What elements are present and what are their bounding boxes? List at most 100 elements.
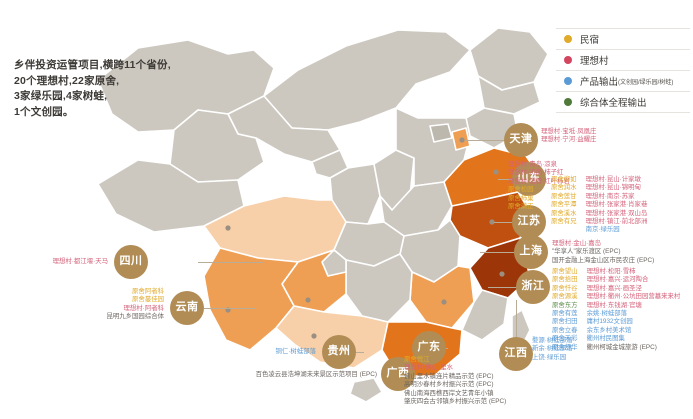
- legend-label: 产品输出: [580, 77, 619, 88]
- province-badge-jiangxi[interactable]: 江西: [499, 337, 533, 371]
- province-badge-shandong[interactable]: 山东: [512, 162, 546, 196]
- intro-line-1: 乡伴投资运管项目,横跨11个省份,: [14, 59, 171, 71]
- callout-yunnan: 原舍阿者科 原舍蔓佳园 理想村·阿者科 昆明九乡国园综合体: [40, 288, 164, 322]
- callout-entry: 余东乡村美术馆: [586, 326, 632, 334]
- callout-entry: 理想村·阿者科: [123, 304, 164, 312]
- callout-entry: 肇庆四会古邻镇乡村振兴示范 (EPC): [404, 398, 507, 406]
- callout-entry: 理想村·济南·柿子红: [508, 169, 564, 177]
- callout-entry: 佛山里水镇连片精品示范 (EPC): [404, 372, 494, 380]
- leader-line-yunnan: [204, 308, 256, 309]
- legend-label: 综合体全程输出: [580, 98, 647, 109]
- legend-dot-icon: [564, 35, 572, 43]
- legend-dot-icon: [564, 56, 572, 64]
- province-badge-guangxi[interactable]: 广西: [381, 357, 415, 391]
- legend-item-zongheti[interactable]: 综合体全程输出: [556, 92, 690, 113]
- callout-entry: 昆明九乡国园综合体: [106, 313, 164, 321]
- callout-entry: 理想村·张家港·肖家巷: [585, 201, 648, 209]
- leader-line-sichuan: [198, 262, 264, 263]
- callout-entry: 理想村·青岛·凉泉: [508, 161, 557, 168]
- province-badge-guizhou[interactable]: 贵州: [322, 335, 356, 369]
- callout-guangxi: 百色凌云县浩坤湖未来景区示范项目 (EPC): [55, 371, 377, 379]
- province-hunan: [345, 253, 413, 323]
- callout-jiangsu-minsu: 原舍柳如 原舍润水 原舍莲甘 原舍平潭 原舍溪水 原舍有兄: [551, 176, 577, 235]
- province-beijing: [429, 123, 453, 143]
- leader-line-zhejiang: [488, 287, 516, 288]
- callout-entry: 新余·树蛙部落: [532, 345, 573, 353]
- callout-tianjin: 理想村·宝坻·凤凰庄 理想村·宁河·益耀庄: [541, 128, 596, 145]
- legend-item-lixiangcun[interactable]: 理想村: [556, 50, 690, 71]
- province-inner-mongolia: [263, 29, 471, 131]
- marker-jiangsu: [489, 219, 495, 225]
- legend-item-minsu[interactable]: 民宿: [556, 28, 690, 50]
- callout-entry: 理想村·宁河·益耀庄: [541, 136, 597, 144]
- intro-line-2: 20个理想村,22家原舍,: [14, 74, 120, 87]
- callout-entry: 原舍悦江: [404, 356, 430, 363]
- callout-entry: 理想村·宝坻·凤凰庄: [541, 128, 597, 135]
- callout-entry: 理想村·松阳·雪柿: [586, 268, 636, 275]
- leader-line-jiangsu: [494, 222, 512, 223]
- callout-entry: 理想村·衢州·公坑田园营墓来来村: [586, 293, 681, 301]
- callout-entry: 原舍舒华: [552, 343, 578, 351]
- callout-entry: 衢州村民图集: [586, 335, 625, 343]
- marker-tianjin: [459, 137, 465, 143]
- legend-dot-icon: [564, 98, 572, 106]
- callout-shanghai: 理想村·金山·嘉岛 "华享人"家乐渡区 (EPC) 国开金融上海金山区市民农庄 (E…: [552, 240, 654, 265]
- callout-entry: 原舍拾田: [552, 276, 578, 284]
- callout-entry: 原舍忏谷: [552, 284, 578, 292]
- province-badge-yunnan[interactable]: 云南: [170, 291, 204, 325]
- province-badge-guangdong[interactable]: 广东: [412, 331, 446, 365]
- legend-label: 民宿: [580, 35, 600, 46]
- callout-guizhou: 铜仁·树蛙部落: [180, 348, 316, 356]
- province-badge-zhejiang[interactable]: 浙江: [516, 270, 550, 304]
- callout-entry: "华享人"家乐渡区 (EPC): [552, 248, 621, 256]
- leader-line-jiangxi: [516, 300, 517, 346]
- callout-entry: 原舍满正: [508, 203, 534, 211]
- callout-entry: 上饶·绿乐园: [532, 353, 567, 361]
- legend-sublabel: (文创园/绿乐园/树蛙): [618, 79, 674, 86]
- callout-entry: 理想村·东钱湖·官塘: [586, 301, 642, 309]
- callout-entry: 原舍柿菓: [508, 194, 534, 202]
- province-badge-sichuan[interactable]: 四川: [114, 245, 148, 279]
- marker-sichuan: [225, 225, 231, 231]
- leader-line-tianjin: [466, 140, 504, 141]
- callout-jiangsu: 原舍柳如 原舍润水 原舍莲甘 原舍平潭 原舍溪水 原舍有兄 理想村·昆山·计家墩 理想村·昆…: [551, 176, 647, 235]
- marker-guangxi: [311, 333, 317, 339]
- legend-dot-icon: [564, 77, 572, 85]
- province-badge-tianjin[interactable]: 天津: [504, 123, 538, 157]
- callout-entry: 百色凌云县浩坤湖未来景区示范项目 (EPC): [255, 371, 377, 378]
- callout-entry: 衢州柯城金城旅游 (EPC): [586, 343, 657, 351]
- callout-entry: 余姚·树蛙部落: [586, 310, 628, 318]
- callout-entry: 庸村1932文创园: [586, 318, 633, 326]
- callout-entry: 理想村·昆山·锦明甸: [585, 184, 641, 192]
- callout-entry: 铜仁·树蛙部落: [275, 348, 316, 355]
- intro-paragraph: 乡伴投资运管项目,横跨11个省份, 20个理想村,22家原舍, 3家绿乐园,4家…: [14, 58, 214, 120]
- callout-entry: 理想村·南京·苏家: [585, 192, 635, 200]
- province-badge-shanghai[interactable]: 上海: [514, 235, 548, 269]
- province-chongqing: [321, 249, 347, 277]
- callout-entry: 原舍源溪: [552, 293, 578, 301]
- legend-item-chanpin[interactable]: 产品输出 (文创园/绿乐园/树蛙): [556, 71, 690, 92]
- callout-entry: 原舍扫田: [552, 318, 578, 326]
- callout-guangdong: 原舍悦江 理想村·佛山·里水 佛山里水镇连片精品示范 (EPC) 高明沙春村乡村振兴示…: [404, 356, 506, 406]
- callout-entry: 原舍平潭: [551, 201, 577, 209]
- callout-entry: 理想村·张家港·双山岛: [585, 209, 648, 217]
- intro-line-4: 1个文创园。: [14, 105, 74, 118]
- callout-entry: 原舍柳如: [551, 176, 577, 183]
- callout-entry: 国开金融上海金山区市民农庄 (EPC): [552, 256, 655, 264]
- callout-entry: 南京·绿乐园: [585, 226, 620, 234]
- callout-sichuan: 理想村·都江堰·天马: [10, 258, 108, 266]
- callout-entry: 理想村·金山·嘉岛: [552, 240, 601, 247]
- province-badge-jiangsu[interactable]: 江苏: [512, 205, 546, 239]
- marker-jiangxi: [441, 299, 447, 305]
- callout-entry: 理想村·淄博·红叶柿岩: [508, 177, 570, 185]
- callout-entry: 理想村·镇江·前北部洲: [585, 218, 648, 226]
- callout-entry: 理想村·嘉兴·画圣泾: [586, 284, 642, 292]
- province-hainan: [349, 377, 383, 403]
- province-tibet: [97, 159, 245, 233]
- callout-shandong: 理想村·青岛·凉泉 理想村·济南·柿子红 理想村·淄博·红叶柿岩 原舍松园 原舍柿菓 原舍…: [508, 161, 570, 211]
- callout-entry: 原舍东方: [552, 301, 578, 309]
- callout-entry: 原舍溪水: [551, 209, 577, 217]
- legend-label: 理想村: [580, 56, 609, 67]
- callout-zhejiang-lixiangcun: 理想村·松阳·雪柿 理想村·嘉兴·运河陶合 理想村·嘉兴·画圣泾 理想村·衢州·公坑田…: [587, 268, 681, 352]
